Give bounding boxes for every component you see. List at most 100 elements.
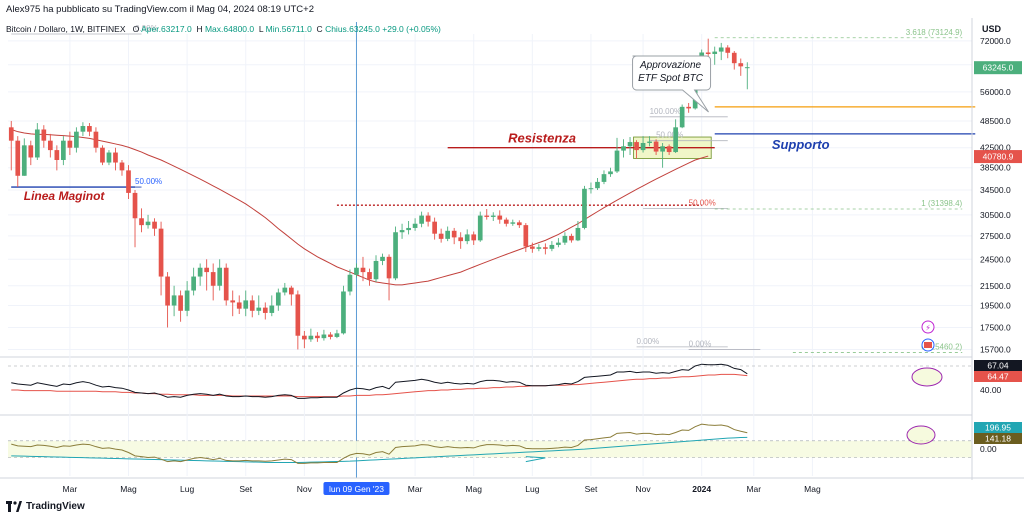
- candle[interactable]: [503, 217, 509, 227]
- candle[interactable]: [406, 220, 411, 235]
- candle[interactable]: [139, 208, 144, 233]
- candle[interactable]: [425, 212, 431, 227]
- candle[interactable]: [132, 189, 138, 248]
- candle[interactable]: [666, 144, 672, 155]
- candle[interactable]: [262, 302, 268, 320]
- candle[interactable]: [725, 45, 731, 59]
- candle[interactable]: [100, 145, 105, 166]
- candle[interactable]: [562, 232, 568, 245]
- candle[interactable]: [61, 136, 66, 166]
- candle[interactable]: [28, 140, 34, 166]
- candle[interactable]: [341, 285, 346, 335]
- candle[interactable]: [126, 165, 131, 199]
- candle[interactable]: [445, 226, 451, 242]
- candle[interactable]: [660, 142, 665, 168]
- candle[interactable]: [529, 242, 535, 253]
- candle[interactable]: [484, 209, 490, 220]
- candle[interactable]: [744, 62, 750, 90]
- candle[interactable]: [543, 243, 548, 255]
- candle[interactable]: [302, 330, 307, 349]
- candle[interactable]: [152, 218, 157, 236]
- candle[interactable]: [87, 123, 92, 137]
- candle[interactable]: [399, 223, 405, 239]
- candle[interactable]: [354, 263, 359, 278]
- candle[interactable]: [191, 267, 196, 296]
- candle[interactable]: [308, 328, 314, 342]
- candle[interactable]: [640, 136, 646, 153]
- candle[interactable]: [8, 120, 14, 171]
- candle[interactable]: [145, 214, 151, 229]
- candle[interactable]: [419, 211, 424, 228]
- candle[interactable]: [113, 147, 118, 171]
- candle[interactable]: [54, 145, 60, 171]
- candle[interactable]: [80, 122, 86, 137]
- lightning-icon[interactable]: [921, 320, 935, 334]
- candle[interactable]: [438, 228, 444, 243]
- candle[interactable]: [34, 123, 40, 160]
- candle[interactable]: [595, 177, 600, 190]
- candle[interactable]: [223, 263, 229, 306]
- candle[interactable]: [21, 138, 27, 176]
- candle[interactable]: [731, 51, 737, 70]
- candle[interactable]: [412, 218, 418, 231]
- candle[interactable]: [210, 263, 216, 301]
- candle[interactable]: [269, 295, 275, 317]
- candle[interactable]: [236, 295, 242, 315]
- candle[interactable]: [608, 167, 613, 177]
- candle[interactable]: [536, 244, 542, 252]
- candle[interactable]: [15, 136, 21, 188]
- candle[interactable]: [47, 133, 53, 158]
- tradingview-logo[interactable]: TradingView: [6, 501, 85, 512]
- candle[interactable]: [464, 229, 470, 245]
- candle[interactable]: [217, 259, 223, 291]
- candle[interactable]: [718, 42, 724, 61]
- candle[interactable]: [510, 219, 516, 226]
- candle[interactable]: [523, 223, 529, 252]
- candle[interactable]: [380, 253, 385, 266]
- candle[interactable]: [184, 281, 190, 317]
- candle[interactable]: [556, 238, 561, 248]
- candle[interactable]: [627, 137, 633, 155]
- candle[interactable]: [360, 256, 366, 282]
- axis-layer[interactable]: 72000.064000.056000.048500.042500.038500…: [0, 18, 1024, 495]
- candle[interactable]: [647, 136, 652, 147]
- candle[interactable]: [386, 254, 392, 301]
- candle[interactable]: [575, 220, 581, 242]
- candle[interactable]: [230, 290, 236, 317]
- candle[interactable]: [243, 290, 249, 317]
- candle[interactable]: [653, 139, 659, 155]
- candle[interactable]: [582, 185, 587, 230]
- candle[interactable]: [197, 263, 203, 286]
- candle[interactable]: [288, 285, 294, 306]
- candle[interactable]: [451, 227, 457, 245]
- candle[interactable]: [490, 212, 496, 221]
- candle[interactable]: [328, 332, 333, 340]
- candle[interactable]: [549, 241, 555, 252]
- candle[interactable]: [601, 170, 607, 185]
- candle[interactable]: [393, 226, 398, 281]
- candle[interactable]: [588, 182, 594, 194]
- candle[interactable]: [282, 282, 288, 296]
- candle[interactable]: [347, 269, 353, 296]
- candle[interactable]: [367, 268, 372, 286]
- candle[interactable]: [686, 102, 692, 113]
- candle[interactable]: [634, 140, 639, 159]
- candle[interactable]: [334, 329, 340, 339]
- candle[interactable]: [315, 332, 320, 342]
- candle[interactable]: [158, 221, 164, 296]
- candle[interactable]: [204, 259, 210, 291]
- candle[interactable]: [165, 272, 170, 328]
- candle[interactable]: [295, 290, 301, 350]
- candle[interactable]: [471, 231, 477, 245]
- candle[interactable]: [41, 125, 47, 148]
- candle[interactable]: [171, 285, 177, 317]
- candle[interactable]: [321, 329, 327, 341]
- candle[interactable]: [458, 232, 464, 249]
- candle[interactable]: [249, 295, 255, 318]
- candle[interactable]: [477, 211, 483, 242]
- candle[interactable]: [93, 127, 99, 153]
- candles-layer[interactable]: [8, 38, 750, 350]
- candle[interactable]: [432, 217, 437, 240]
- candle[interactable]: [569, 233, 574, 243]
- candle[interactable]: [178, 290, 183, 322]
